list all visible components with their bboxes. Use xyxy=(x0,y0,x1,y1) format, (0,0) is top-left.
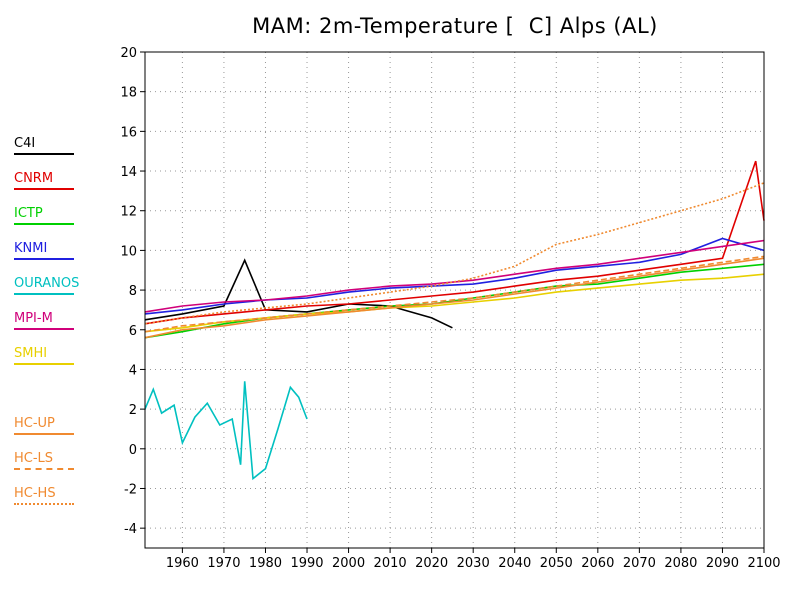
legend-label: SMHI xyxy=(14,346,48,361)
x-tick-label: 1960 xyxy=(166,556,199,571)
legend-item-ouranos: OURANOS xyxy=(14,276,80,295)
y-tick-label: 2 xyxy=(129,403,137,418)
y-tick-label: 8 xyxy=(129,284,137,299)
legend-item-smhi: SMHI xyxy=(14,346,78,365)
x-tick-label: 2010 xyxy=(374,556,407,571)
x-tick-label: 2020 xyxy=(415,556,448,571)
legend-swatch xyxy=(14,223,74,225)
x-tick-label: 2060 xyxy=(581,556,614,571)
x-tick-label: 2070 xyxy=(623,556,656,571)
legend-label: C4I xyxy=(14,136,36,151)
legend-swatch xyxy=(14,468,74,470)
series-line-mpi-m xyxy=(144,239,765,313)
legend-swatch xyxy=(14,153,74,155)
legend-label: OURANOS xyxy=(14,276,80,291)
legend-label: KNMI xyxy=(14,241,48,256)
legend-label: MPI-M xyxy=(14,311,53,326)
x-tick-label: 2100 xyxy=(747,556,780,571)
x-tick-label: 1980 xyxy=(249,556,282,571)
legend-label: HC-UP xyxy=(14,416,55,431)
legend-swatch xyxy=(14,258,74,260)
plot-frame xyxy=(144,51,765,549)
series-line-hc-ls xyxy=(144,255,765,333)
legend-swatch xyxy=(14,188,74,190)
legend-swatch xyxy=(14,328,74,330)
legend-item-mpi-m: MPI-M xyxy=(14,311,78,330)
legend-swatch xyxy=(14,503,74,505)
legend-item-hc-ls: HC-LS xyxy=(14,451,78,470)
series-line-ictp xyxy=(144,263,765,339)
x-tick-label: 2050 xyxy=(540,556,573,571)
series-line-knmi xyxy=(144,237,765,315)
legend-swatch xyxy=(14,433,74,435)
legend-item-c4i: C4I xyxy=(14,136,78,155)
x-tick-label: 1970 xyxy=(207,556,240,571)
y-tick-label: -4 xyxy=(124,522,137,537)
legend-label: ICTP xyxy=(14,206,43,221)
y-tick-label: 10 xyxy=(120,244,137,259)
legend-item-hc-up: HC-UP xyxy=(14,416,78,435)
y-tick-label: 16 xyxy=(120,125,137,140)
legend-swatch xyxy=(14,293,74,295)
x-tick-label: 2030 xyxy=(457,556,490,571)
legend-label: HC-LS xyxy=(14,451,54,466)
chart-title: MAM: 2m-Temperature [ C] Alps (AL) xyxy=(252,14,658,38)
legend-label: CNRM xyxy=(14,171,54,186)
series-line-cnrm xyxy=(144,160,765,325)
series-line-hc-up xyxy=(144,257,765,339)
y-tick-label: 18 xyxy=(120,86,137,101)
series-line-hc-hs xyxy=(144,182,765,325)
legend-item-hc-hs: HC-HS xyxy=(14,486,78,505)
x-tick-label: 2090 xyxy=(706,556,739,571)
legend-item-cnrm: CNRM xyxy=(14,171,78,190)
y-tick-label: 4 xyxy=(129,363,137,378)
legend-label: HC-HS xyxy=(14,486,56,501)
series-line-ouranos xyxy=(144,381,308,481)
y-tick-label: 6 xyxy=(129,324,137,339)
legend-item-ictp: ICTP xyxy=(14,206,78,225)
y-tick-label: 20 xyxy=(120,46,137,61)
y-tick-label: 14 xyxy=(120,165,137,180)
x-tick-label: 2040 xyxy=(498,556,531,571)
y-tick-label: -2 xyxy=(124,482,137,497)
y-tick-label: 0 xyxy=(129,443,137,458)
legend-item-knmi: KNMI xyxy=(14,241,78,260)
legend-swatch xyxy=(14,363,74,365)
series xyxy=(144,160,765,481)
legend: C4I CNRM ICTP KNMI OURANOS MPI-M SMHI HC-UP HC-L… xyxy=(0,0,140,600)
y-tick-label: 12 xyxy=(120,205,137,220)
x-tick-label: 2000 xyxy=(332,556,365,571)
series-line-c4i xyxy=(144,258,453,329)
x-tick-label: 2080 xyxy=(664,556,697,571)
x-tick-label: 1990 xyxy=(290,556,323,571)
axes: -4 -2 0 2 4 6 8 10 12 14 16 18 20 1960 1970 1980 1990 200… xyxy=(120,46,780,571)
